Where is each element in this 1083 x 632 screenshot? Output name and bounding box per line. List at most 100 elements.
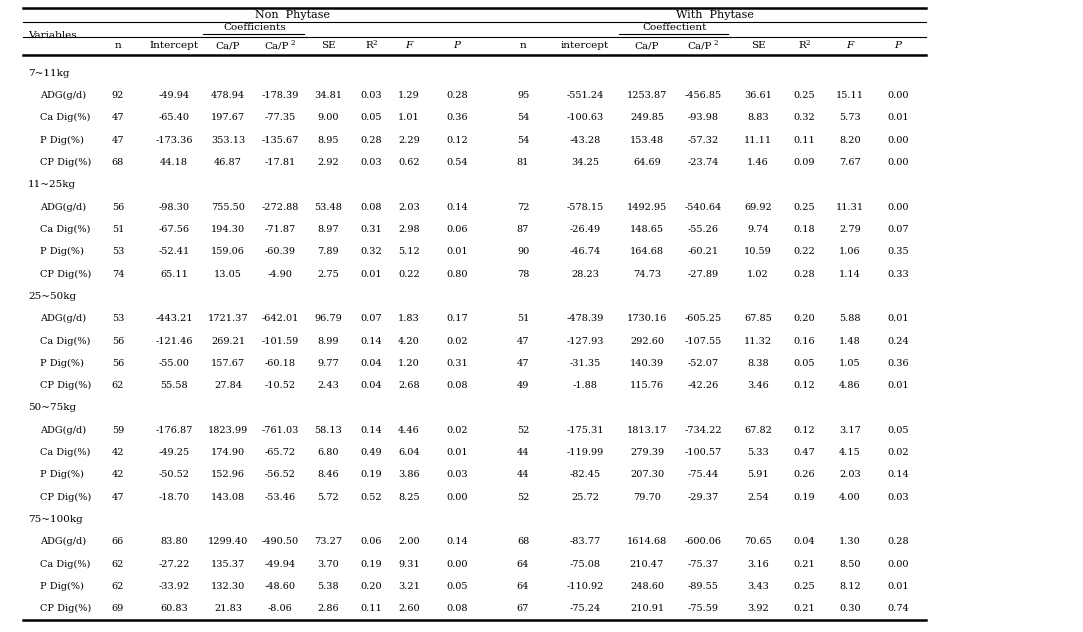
Text: P Dig(%): P Dig(%) xyxy=(40,582,83,591)
Text: R: R xyxy=(798,42,806,51)
Text: -27.89: -27.89 xyxy=(688,269,718,279)
Text: 47: 47 xyxy=(112,136,125,145)
Text: 2.03: 2.03 xyxy=(839,470,861,480)
Text: 143.08: 143.08 xyxy=(211,493,245,502)
Text: ADG(g/d): ADG(g/d) xyxy=(40,537,87,547)
Text: 6.04: 6.04 xyxy=(399,448,420,457)
Text: Ca Dig(%): Ca Dig(%) xyxy=(40,336,90,346)
Text: 0.19: 0.19 xyxy=(361,470,382,480)
Text: 8.46: 8.46 xyxy=(317,470,339,480)
Text: CP Dig(%): CP Dig(%) xyxy=(40,604,91,614)
Text: 0.14: 0.14 xyxy=(446,203,468,212)
Text: Ca/P: Ca/P xyxy=(635,42,660,51)
Text: 1813.17: 1813.17 xyxy=(627,426,667,435)
Text: 0.28: 0.28 xyxy=(361,136,382,145)
Text: 52: 52 xyxy=(517,493,530,502)
Text: 0.25: 0.25 xyxy=(793,582,814,591)
Text: 0.00: 0.00 xyxy=(887,91,909,100)
Text: 0.00: 0.00 xyxy=(446,560,468,569)
Text: 1492.95: 1492.95 xyxy=(627,203,667,212)
Text: -65.72: -65.72 xyxy=(264,448,296,457)
Text: 9.31: 9.31 xyxy=(399,560,420,569)
Text: 0.19: 0.19 xyxy=(793,493,814,502)
Text: intercept: intercept xyxy=(561,42,609,51)
Text: 0.62: 0.62 xyxy=(399,158,420,167)
Text: -52.07: -52.07 xyxy=(688,359,718,368)
Text: 148.65: 148.65 xyxy=(630,225,664,234)
Text: -272.88: -272.88 xyxy=(261,203,299,212)
Text: -100.57: -100.57 xyxy=(684,448,721,457)
Text: P Dig(%): P Dig(%) xyxy=(40,470,83,480)
Text: -60.39: -60.39 xyxy=(264,247,296,256)
Text: 10.59: 10.59 xyxy=(744,247,772,256)
Text: 159.06: 159.06 xyxy=(211,247,245,256)
Text: 4.86: 4.86 xyxy=(839,381,861,390)
Text: 56: 56 xyxy=(112,336,125,346)
Text: -18.70: -18.70 xyxy=(158,493,190,502)
Text: -56.52: -56.52 xyxy=(264,470,296,480)
Text: 53: 53 xyxy=(112,247,125,256)
Text: -107.55: -107.55 xyxy=(684,336,721,346)
Text: 78: 78 xyxy=(517,269,530,279)
Text: 47: 47 xyxy=(517,359,530,368)
Text: 0.22: 0.22 xyxy=(399,269,420,279)
Text: 34.81: 34.81 xyxy=(314,91,342,100)
Text: 153.48: 153.48 xyxy=(630,136,664,145)
Text: 8.38: 8.38 xyxy=(747,359,769,368)
Text: -75.59: -75.59 xyxy=(688,604,718,613)
Text: Coeffectient: Coeffectient xyxy=(643,23,707,32)
Text: 73.27: 73.27 xyxy=(314,537,342,547)
Text: P Dig(%): P Dig(%) xyxy=(40,359,83,368)
Text: -46.74: -46.74 xyxy=(570,247,601,256)
Text: 49: 49 xyxy=(517,381,530,390)
Text: 0.01: 0.01 xyxy=(887,113,909,123)
Text: Ca/P: Ca/P xyxy=(688,42,713,51)
Text: CP Dig(%): CP Dig(%) xyxy=(40,158,91,167)
Text: 25.72: 25.72 xyxy=(571,493,599,502)
Text: 5.88: 5.88 xyxy=(839,314,861,323)
Text: 83.80: 83.80 xyxy=(160,537,187,547)
Text: n: n xyxy=(115,42,121,51)
Text: P Dig(%): P Dig(%) xyxy=(40,135,83,145)
Text: 7~11kg: 7~11kg xyxy=(28,69,69,78)
Text: 0.00: 0.00 xyxy=(446,493,468,502)
Text: 0.31: 0.31 xyxy=(361,225,382,234)
Text: 0.08: 0.08 xyxy=(446,604,468,613)
Text: 3.16: 3.16 xyxy=(747,560,769,569)
Text: -101.59: -101.59 xyxy=(261,336,299,346)
Text: 0.52: 0.52 xyxy=(361,493,382,502)
Text: -42.26: -42.26 xyxy=(688,381,719,390)
Text: 1.01: 1.01 xyxy=(399,113,420,123)
Text: 3.43: 3.43 xyxy=(747,582,769,591)
Text: 0.03: 0.03 xyxy=(887,493,909,502)
Text: -127.93: -127.93 xyxy=(566,336,603,346)
Text: -10.52: -10.52 xyxy=(264,381,296,390)
Text: 50~75kg: 50~75kg xyxy=(28,403,76,413)
Text: -50.52: -50.52 xyxy=(158,470,190,480)
Text: 64: 64 xyxy=(517,560,530,569)
Text: 53.48: 53.48 xyxy=(314,203,342,212)
Text: 4.00: 4.00 xyxy=(839,493,861,502)
Text: 2.43: 2.43 xyxy=(317,381,339,390)
Text: 3.21: 3.21 xyxy=(399,582,420,591)
Text: -110.92: -110.92 xyxy=(566,582,603,591)
Text: 27.84: 27.84 xyxy=(214,381,242,390)
Text: 135.37: 135.37 xyxy=(211,560,245,569)
Text: 52: 52 xyxy=(517,426,530,435)
Text: 0.06: 0.06 xyxy=(446,225,468,234)
Text: 292.60: 292.60 xyxy=(630,336,664,346)
Text: 0.25: 0.25 xyxy=(793,203,814,212)
Text: -77.35: -77.35 xyxy=(264,113,296,123)
Text: 755.50: 755.50 xyxy=(211,203,245,212)
Text: -43.28: -43.28 xyxy=(570,136,601,145)
Text: 0.33: 0.33 xyxy=(887,269,909,279)
Text: SE: SE xyxy=(321,42,336,51)
Text: 81: 81 xyxy=(517,158,530,167)
Text: 8.83: 8.83 xyxy=(747,113,769,123)
Text: 5.12: 5.12 xyxy=(399,247,420,256)
Text: 11.32: 11.32 xyxy=(744,336,772,346)
Text: 75~100kg: 75~100kg xyxy=(28,515,82,524)
Text: 92: 92 xyxy=(112,91,125,100)
Text: 0.31: 0.31 xyxy=(446,359,468,368)
Text: 2: 2 xyxy=(714,39,718,47)
